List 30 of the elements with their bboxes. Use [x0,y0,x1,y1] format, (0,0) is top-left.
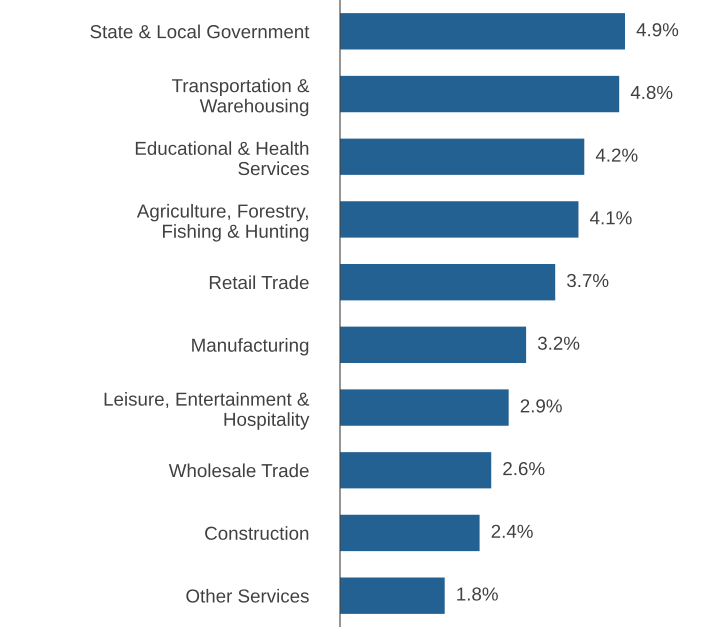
y-tick-label: Retail Trade [210,275,309,290]
y-tick-label: Other Services [186,588,309,603]
data-label: 3.7% [567,274,608,288]
data-label: 2.4% [492,524,533,538]
data-label: 4.2% [596,148,638,162]
data-label: 3.2% [538,336,580,350]
bar [340,13,625,50]
bar [340,514,480,552]
y-tick-label: Manufacturing [192,338,308,356]
data-label: 1.8% [457,587,498,601]
data-label: 2.9% [520,399,562,413]
data-label: 4.9% [636,23,678,36]
bar [340,452,492,488]
bar [340,577,445,614]
data-label: 4.1% [590,211,632,224]
data-label: 4.8% [630,86,672,100]
y-tick-label: Wholesale Trade [168,463,309,478]
bar [340,326,526,364]
y-tick-label: Agriculture, Forestry, Fishing & Hunting [136,204,308,242]
bar [340,138,584,175]
bar [340,76,620,112]
data-label: 2.6% [503,462,544,476]
bar [340,389,509,426]
bar [340,201,578,238]
y-tick-label: Educational & Health Services [136,141,309,176]
y-tick-label: Construction [205,526,308,540]
y-tick-label: State & Local Government [90,24,310,38]
bar [340,264,556,300]
y-tick-label: Leisure, Entertainment & Hospitality [104,392,310,430]
y-tick-label: Transportation & Warehousing [172,78,310,116]
